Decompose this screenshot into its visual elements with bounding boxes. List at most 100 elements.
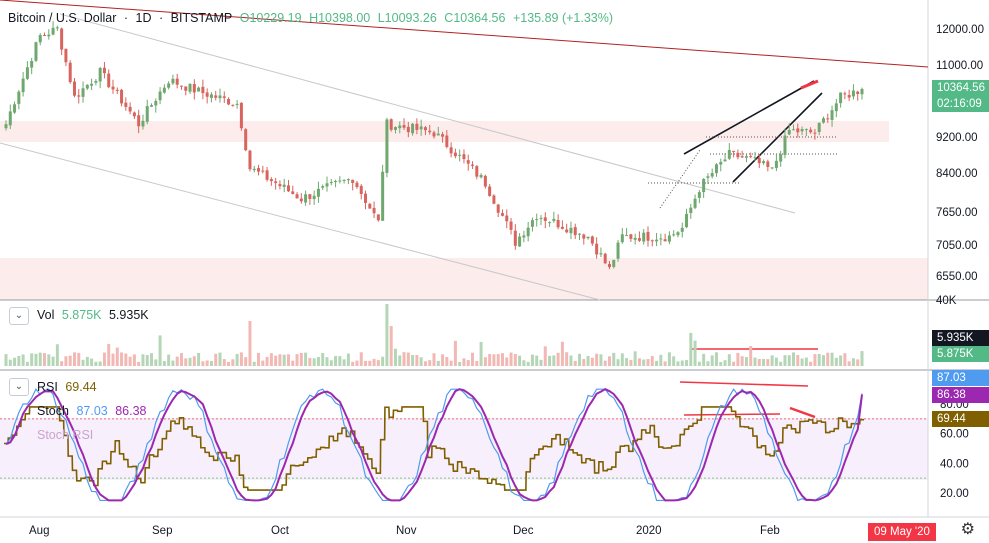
stoch-rsi-label: Stoch RSI: [37, 428, 94, 442]
candle-body: [197, 87, 201, 92]
rsi-stoch-series[interactable]: [4, 388, 864, 502]
volume-bar: [714, 352, 718, 366]
volume-bar: [496, 354, 500, 366]
volume-bar: [693, 340, 697, 366]
volume-bar: [650, 355, 654, 366]
candle-body: [513, 230, 517, 246]
volume-bar: [286, 354, 290, 366]
volume-bar: [603, 360, 607, 366]
volume-bar: [629, 360, 633, 366]
volume-bar: [513, 353, 517, 366]
volume-bar: [411, 354, 415, 366]
candle-body: [415, 123, 419, 130]
volume-bar: [449, 360, 453, 366]
candle-body: [381, 171, 385, 221]
volume-bar: [338, 356, 342, 366]
volume-bar: [590, 357, 594, 366]
countdown-badge: 02:16:09: [932, 96, 989, 112]
candle-body: [458, 154, 462, 156]
volume-bar: [30, 353, 34, 366]
candle-body: [115, 89, 119, 91]
candle-body: [462, 154, 466, 160]
volume-bar: [415, 355, 419, 366]
volume-bar: [856, 359, 860, 366]
candle-body: [590, 236, 594, 244]
candle-body: [137, 115, 141, 127]
volume-bar: [214, 353, 218, 366]
candle-body: [368, 203, 372, 209]
volume-bar: [843, 353, 847, 366]
volume-bar: [830, 352, 834, 366]
candle-body: [821, 118, 825, 123]
interval-label: 1D: [135, 11, 152, 25]
stoch-legend[interactable]: Stoch 87.03 86.38: [37, 404, 151, 418]
candle-body: [227, 99, 231, 105]
collapse-chevron-icon[interactable]: ⌄: [9, 307, 29, 325]
volume-bar: [158, 335, 162, 366]
volume-bar: [308, 357, 312, 366]
rsi-legend[interactable]: RSI 69.44: [37, 380, 101, 394]
candle-body: [192, 84, 196, 93]
candle-body: [286, 185, 290, 192]
volume-bar: [757, 358, 761, 366]
rsi-line: [4, 406, 864, 491]
volume-bar: [291, 360, 295, 366]
price-tick-label: 12000.00: [936, 24, 984, 36]
candle-body: [64, 48, 68, 63]
volume-bar: [192, 356, 196, 366]
volume-legend[interactable]: Vol 5.875K 5.935K: [37, 308, 153, 322]
candle-body: [757, 157, 761, 164]
candle-body: [141, 120, 145, 127]
volume-bar: [55, 344, 59, 366]
gear-icon[interactable]: ⚙: [960, 521, 975, 538]
volume-bar: [441, 354, 445, 366]
candle-body: [244, 129, 248, 151]
candle-body: [676, 232, 680, 236]
volume-bar: [796, 355, 800, 366]
candle-body: [483, 175, 487, 187]
stoch-k-badge: 87.03: [932, 370, 989, 386]
candle-body: [214, 95, 218, 98]
candle-body: [304, 194, 308, 203]
volume-bar: [573, 360, 577, 366]
volume-bar: [732, 361, 736, 366]
volume-bar: [406, 352, 410, 366]
stoch-rsi-legend[interactable]: Stoch RSI: [37, 428, 97, 442]
candle-body: [625, 235, 629, 237]
volume-bar: [569, 355, 573, 366]
candle-body: [753, 157, 757, 159]
volume-bar: [642, 359, 646, 366]
volume-bar: [625, 358, 629, 366]
volume-series[interactable]: [4, 304, 864, 366]
candlestick-series[interactable]: [4, 21, 864, 270]
candle-body: [428, 130, 432, 133]
volume-bar: [150, 353, 154, 366]
candle-body: [406, 126, 410, 133]
collapse-chevron-icon[interactable]: ⌄: [9, 378, 29, 396]
volume-bar: [389, 326, 393, 366]
volume-bar: [779, 361, 783, 366]
candle-body: [839, 92, 843, 104]
candle-body: [620, 234, 624, 243]
rsi-label: RSI: [37, 380, 58, 394]
candle-body: [55, 27, 59, 29]
volume-bar: [222, 359, 226, 366]
candle-body: [334, 181, 338, 183]
candle-body: [85, 84, 89, 89]
volume-bar: [4, 354, 8, 366]
volume-bar: [120, 352, 124, 366]
volume-bar: [252, 361, 256, 366]
candle-body: [804, 129, 808, 131]
candle-body: [736, 152, 740, 158]
candle-body: [843, 93, 847, 95]
candle-body: [98, 67, 102, 82]
volume-bar: [13, 357, 17, 366]
symbol-legend[interactable]: Bitcoin / U.S. Dollar · 1D · BITSTAMP O1…: [8, 11, 617, 25]
stoch-label: Stoch: [37, 404, 69, 418]
volume-bar: [17, 355, 21, 366]
volume-bar: [34, 353, 38, 366]
volume-bar: [620, 353, 624, 366]
volume-bar: [188, 357, 192, 366]
candle-body: [171, 78, 175, 84]
